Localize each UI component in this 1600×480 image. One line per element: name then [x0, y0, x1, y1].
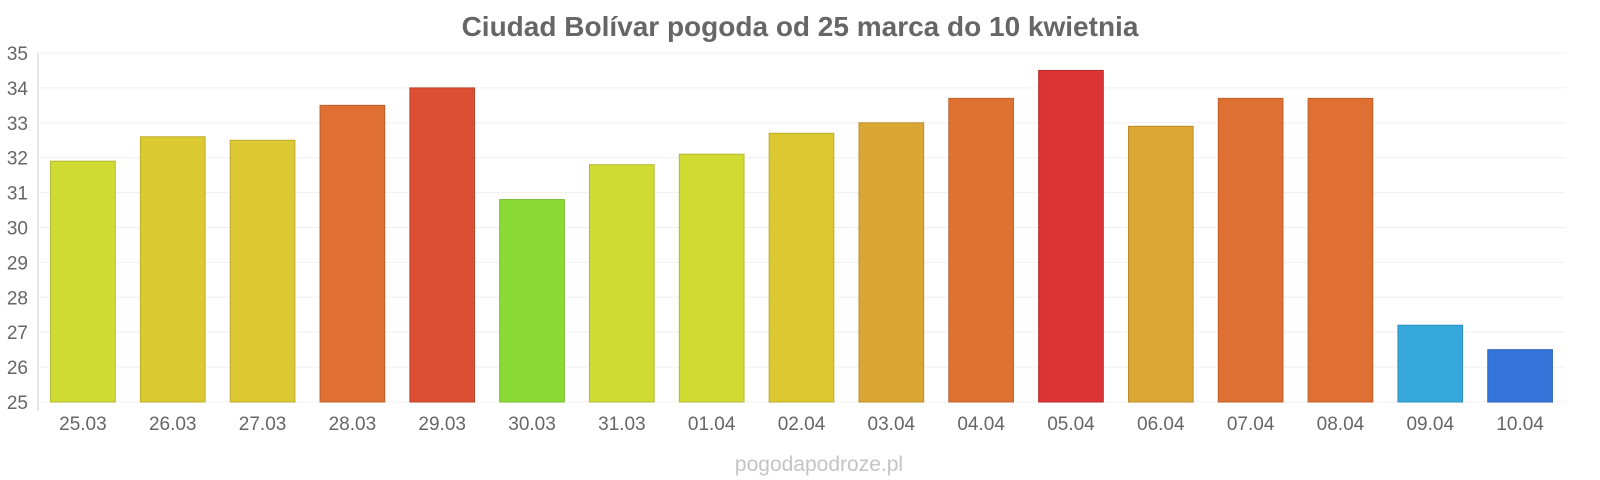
x-axis-tick-labels: 25.03 26.03 27.03 28.03 29.03 30.03 31.03 01.04… [59, 414, 1544, 435]
bar-02.04 [768, 132, 835, 403]
x-tick-label: 10.04 [1496, 414, 1544, 435]
y-tick-label: 35 [7, 44, 28, 65]
x-tick-label: 31.03 [598, 414, 646, 435]
bar-01.04 [678, 153, 745, 403]
x-tick-label: 25.03 [59, 414, 107, 435]
x-tick-label: 09.04 [1406, 414, 1454, 435]
bar-06.04 [1127, 125, 1194, 403]
x-tick-label: 06.04 [1137, 414, 1185, 435]
bar-30.03 [499, 199, 565, 403]
bar-26.03 [139, 136, 206, 403]
y-tick-label: 30 [7, 219, 28, 240]
y-tick-label: 32 [7, 149, 28, 170]
bar-04.04 [948, 97, 1014, 403]
y-tick-label: 25 [7, 393, 28, 414]
bar-29.03 [409, 87, 476, 403]
x-tick-label: 30.03 [508, 414, 556, 435]
x-tick-label: 01.04 [688, 414, 736, 435]
bar-05.04 [1038, 69, 1104, 403]
x-tick-label: 28.03 [329, 414, 377, 435]
y-tick-label: 27 [7, 323, 28, 344]
x-tick-label: 04.04 [957, 414, 1005, 435]
y-tick-label: 29 [7, 253, 28, 274]
y-tick-label: 26 [7, 358, 28, 379]
bar-03.04 [858, 122, 925, 403]
chart-title: Ciudad Bolívar pogoda od 25 marca do 10 … [462, 11, 1139, 42]
x-tick-label: 02.04 [778, 414, 826, 435]
y-tick-label: 28 [7, 288, 28, 309]
bar-28.03 [319, 104, 386, 403]
x-tick-label: 03.04 [868, 414, 916, 435]
y-tick-label: 34 [7, 79, 29, 100]
x-tick-label: 29.03 [418, 414, 466, 435]
y-tick-label: 31 [7, 184, 28, 205]
bar-08.04 [1307, 97, 1374, 403]
bar-31.03 [589, 164, 655, 403]
x-tick-label: 07.04 [1227, 414, 1275, 435]
watermark: pogodapodroze.pl [735, 453, 903, 476]
bar-10.04 [1487, 349, 1553, 403]
y-axis-tick-labels: 25 26 27 28 29 30 31 32 33 34 35 [7, 44, 29, 414]
bar-07.04 [1217, 97, 1284, 403]
x-tick-label: 26.03 [149, 414, 197, 435]
x-tick-label: 27.03 [239, 414, 287, 435]
bar-27.03 [229, 139, 296, 403]
bars [50, 69, 1553, 403]
y-tick-label: 33 [7, 114, 28, 135]
bar-09.04 [1397, 324, 1464, 403]
x-tick-label: 05.04 [1047, 414, 1095, 435]
x-tick-label: 08.04 [1317, 414, 1365, 435]
bar-25.03 [50, 160, 116, 403]
